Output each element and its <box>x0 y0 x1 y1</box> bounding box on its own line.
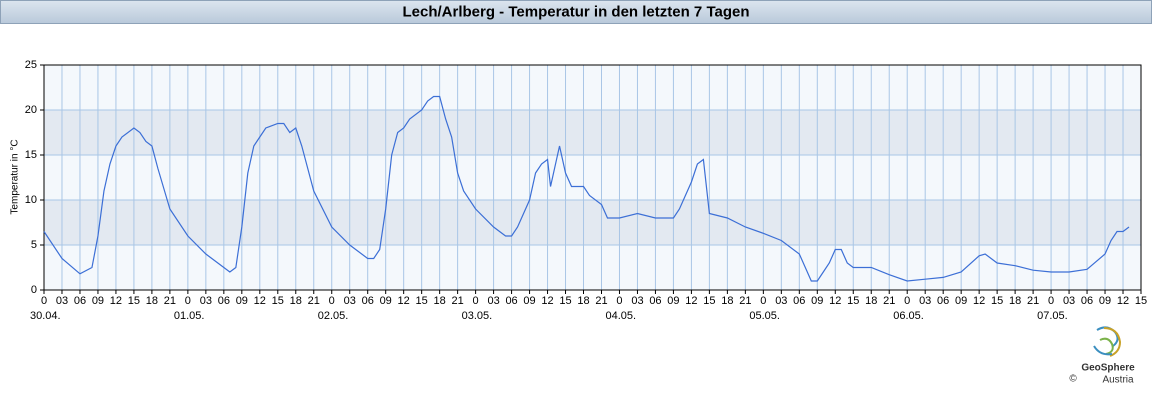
x-tick-label: 12 <box>541 295 553 307</box>
x-tick-label: 12 <box>973 295 985 307</box>
x-tick-label: 06 <box>649 295 661 307</box>
x-tick-label: 21 <box>308 295 320 307</box>
grid-band <box>44 200 1141 245</box>
x-tick-label: 06 <box>74 295 86 307</box>
x-tick-label: 18 <box>721 295 733 307</box>
x-tick-label: 0 <box>760 295 766 307</box>
date-label: 07.05. <box>1037 310 1068 322</box>
x-tick-label: 09 <box>667 295 679 307</box>
x-tick-label: 03 <box>631 295 643 307</box>
x-tick-label: 18 <box>1009 295 1021 307</box>
data-line <box>43 95 1130 282</box>
x-tick-label: 15 <box>847 295 859 307</box>
x-tick-label: 09 <box>523 295 535 307</box>
x-tick-label: 21 <box>451 295 463 307</box>
logo-name: GeoSphere <box>1081 363 1135 374</box>
x-tick-label: 03 <box>775 295 787 307</box>
x-tick-label: 15 <box>703 295 715 307</box>
plot-background <box>44 65 1141 290</box>
x-tick-label: 0 <box>41 295 47 307</box>
x-tick-label: 15 <box>128 295 140 307</box>
x-tick-label: 06 <box>793 295 805 307</box>
date-label: 03.05. <box>462 310 493 322</box>
x-tick-label: 03 <box>487 295 499 307</box>
x-tick-label: 09 <box>955 295 967 307</box>
x-tick-label: 18 <box>865 295 877 307</box>
x-tick-label: 12 <box>110 295 122 307</box>
y-axis-label: Temperatur in °C <box>10 139 21 214</box>
chart-title: Lech/Arlberg - Temperatur in den letzten… <box>403 3 750 20</box>
x-tick-label: 12 <box>398 295 410 307</box>
x-tick-label: 15 <box>991 295 1003 307</box>
x-tick-label: 0 <box>904 295 910 307</box>
x-tick-label: 03 <box>200 295 212 307</box>
x-tick-label: 12 <box>1117 295 1129 307</box>
x-tick-label: 18 <box>577 295 589 307</box>
x-tick-label: 15 <box>272 295 284 307</box>
x-tick-label: 0 <box>185 295 191 307</box>
x-tick-label: 03 <box>1063 295 1075 307</box>
x-tick-label: 0 <box>1048 295 1054 307</box>
logo-sub: Austria <box>1102 375 1134 386</box>
grid-band <box>44 110 1141 155</box>
x-tick-label: 21 <box>1027 295 1039 307</box>
date-label: 30.04. <box>30 310 61 322</box>
x-tick-label: 21 <box>883 295 895 307</box>
date-label: 05.05. <box>749 310 780 322</box>
x-tick-label: 21 <box>164 295 176 307</box>
y-tick-label: 0 <box>31 284 37 296</box>
x-tick-label: 21 <box>595 295 607 307</box>
x-tick-label: 06 <box>505 295 517 307</box>
x-tick-label: 0 <box>473 295 479 307</box>
x-tick-label: 03 <box>56 295 68 307</box>
x-tick-label: 12 <box>829 295 841 307</box>
x-tick-label: 18 <box>146 295 158 307</box>
x-tick-label: 09 <box>92 295 104 307</box>
x-tick-label: 0 <box>329 295 335 307</box>
x-tick-label: 09 <box>1099 295 1111 307</box>
x-tick-label: 12 <box>254 295 266 307</box>
x-tick-label: 06 <box>937 295 949 307</box>
x-tick-label: 15 <box>1135 295 1147 307</box>
x-tick-label: 21 <box>739 295 751 307</box>
date-label: 06.05. <box>893 310 924 322</box>
x-tick-label: 06 <box>218 295 230 307</box>
y-tick-label: 25 <box>25 59 37 71</box>
x-tick-label: 15 <box>416 295 428 307</box>
date-label: 02.05. <box>318 310 349 322</box>
plot-frame <box>43 64 1142 291</box>
x-tick-label: 03 <box>919 295 931 307</box>
y-tick-label: 15 <box>25 149 37 161</box>
date-label: 01.05. <box>174 310 205 322</box>
y-tick-label: 20 <box>25 104 37 116</box>
x-tick-label: 18 <box>434 295 446 307</box>
x-tick-label: 15 <box>559 295 571 307</box>
copyright: © <box>1069 374 1077 385</box>
x-tick-label: 03 <box>344 295 356 307</box>
x-tick-label: 0 <box>616 295 622 307</box>
x-tick-label: 06 <box>362 295 374 307</box>
x-tick-label: 12 <box>685 295 697 307</box>
date-label: 04.05. <box>605 310 636 322</box>
x-tick-label: 09 <box>236 295 248 307</box>
logo <box>1093 326 1122 357</box>
y-tick-label: 10 <box>25 194 37 206</box>
y-tick-label: 5 <box>31 239 37 251</box>
x-tick-label: 09 <box>380 295 392 307</box>
x-tick-label: 18 <box>290 295 302 307</box>
x-tick-label: 06 <box>1081 295 1093 307</box>
x-tick-label: 09 <box>811 295 823 307</box>
